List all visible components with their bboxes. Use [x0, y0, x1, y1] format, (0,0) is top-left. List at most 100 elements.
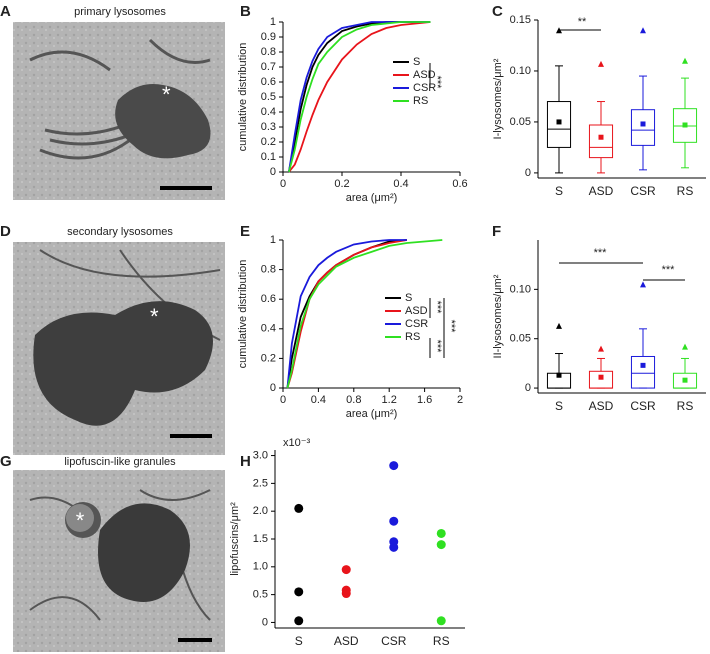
legend-label: RS — [405, 331, 420, 343]
y-tick-label: 0.10 — [510, 283, 531, 295]
cdf-line — [286, 239, 443, 389]
mean — [640, 362, 646, 368]
y-tick-label: 0.6 — [261, 76, 276, 88]
y-tick-label: 2.5 — [253, 477, 268, 489]
y-axis-label: lipofuscins/μm² — [229, 502, 241, 576]
x-tick-label: RS — [677, 184, 694, 198]
x-tick-label: RS — [433, 634, 450, 648]
y-axis-label: II-lysosomes/μm² — [492, 274, 504, 358]
legend-label: CSR — [413, 82, 436, 94]
point — [294, 503, 304, 513]
x-tick-label: 0.4 — [311, 394, 326, 406]
x-tick-label: CSR — [630, 399, 656, 413]
x-tick-label: 0.4 — [393, 178, 408, 190]
point — [341, 589, 351, 599]
y-tick-label: 1.0 — [253, 561, 268, 573]
point — [294, 616, 304, 626]
significance: *** — [445, 320, 457, 334]
box — [546, 101, 572, 148]
point — [389, 516, 399, 526]
mean — [598, 134, 604, 140]
max-marker — [640, 27, 646, 34]
point — [389, 461, 399, 471]
x-tick-label: S — [295, 634, 303, 648]
x-tick-label: 0.2 — [334, 178, 349, 190]
x-axis-label: area (μm²) — [346, 192, 398, 204]
x-tick-label: ASD — [589, 184, 614, 198]
y-tick-label: 1 — [270, 234, 276, 246]
y-tick-label: 0.5 — [261, 91, 276, 103]
x-tick-label: 0 — [280, 178, 286, 190]
mean — [640, 121, 646, 127]
y-axis-label: cumulative distribution — [237, 43, 249, 152]
cdf-line — [286, 239, 407, 389]
legend-label: CSR — [405, 318, 428, 330]
x-tick-label: 0.8 — [346, 394, 361, 406]
y-tick-label: 0.4 — [261, 106, 276, 118]
panel-letter: E — [240, 223, 250, 240]
box — [630, 109, 656, 146]
asterisk: * — [150, 304, 159, 329]
legend-label: RS — [413, 95, 428, 107]
max-marker — [556, 27, 562, 34]
x-tick-label: S — [555, 399, 563, 413]
legend-label: S — [413, 56, 420, 68]
y-tick-label: 0.9 — [261, 31, 276, 43]
panel-letter: B — [240, 3, 251, 20]
significance: *** — [662, 264, 676, 276]
x-tick-label: S — [555, 184, 563, 198]
y-tick-label: 0 — [525, 382, 531, 394]
max-marker — [640, 281, 646, 288]
y-tick-label: 1.5 — [253, 533, 268, 545]
panel-letter: F — [492, 223, 501, 240]
x-tick-label: ASD — [334, 634, 359, 648]
panel-letter: H — [240, 453, 251, 470]
y-tick-label: 0.3 — [261, 121, 276, 133]
max-marker — [682, 343, 688, 350]
significance: *** — [431, 301, 443, 315]
cdf-line — [288, 21, 431, 173]
box — [630, 355, 656, 389]
significance: *** — [431, 76, 443, 90]
mean — [682, 122, 688, 128]
y-tick-label: 0 — [525, 167, 531, 179]
y-tick-label: 0.2 — [261, 352, 276, 364]
box — [672, 108, 698, 143]
x-tick-label: CSR — [381, 634, 407, 648]
significance: *** — [594, 247, 608, 259]
y-tick-label: 0.10 — [510, 65, 531, 77]
panel-letter: C — [492, 3, 503, 20]
asterisk: * — [162, 82, 171, 107]
significance: ** — [578, 16, 587, 28]
x-axis-label: area (μm²) — [346, 408, 398, 420]
max-marker — [598, 60, 604, 67]
point — [436, 616, 446, 626]
y-tick-label: 1 — [270, 16, 276, 28]
box — [588, 124, 614, 159]
panel-letter: A — [0, 3, 11, 20]
panel-letter: D — [0, 223, 11, 240]
image-caption: secondary lysosomes — [67, 226, 173, 238]
x-tick-label: RS — [677, 399, 694, 413]
y-tick-label: 0.15 — [510, 14, 531, 26]
legend-label: S — [405, 292, 412, 304]
cdf-line — [288, 21, 431, 173]
axis-multiplier: x10⁻³ — [283, 437, 311, 449]
cdf-line — [288, 21, 431, 173]
y-tick-label: 0.05 — [510, 116, 531, 128]
x-tick-label: 1.2 — [382, 394, 397, 406]
y-tick-label: 0.8 — [261, 46, 276, 58]
mean — [556, 372, 562, 378]
cdf-line — [286, 239, 408, 389]
x-tick-label: ASD — [589, 399, 614, 413]
x-tick-label: 2 — [457, 394, 463, 406]
point — [436, 528, 446, 538]
asterisk: * — [76, 508, 85, 533]
micrograph-a: * primary lysosomes A — [0, 3, 225, 200]
micrograph-d: * secondary lysosomes D — [0, 223, 225, 455]
y-axis-label: I-lysosomes/μm² — [492, 58, 504, 139]
y-tick-label: 2.0 — [253, 505, 268, 517]
point — [436, 540, 446, 550]
x-tick-label: 1.6 — [417, 394, 432, 406]
